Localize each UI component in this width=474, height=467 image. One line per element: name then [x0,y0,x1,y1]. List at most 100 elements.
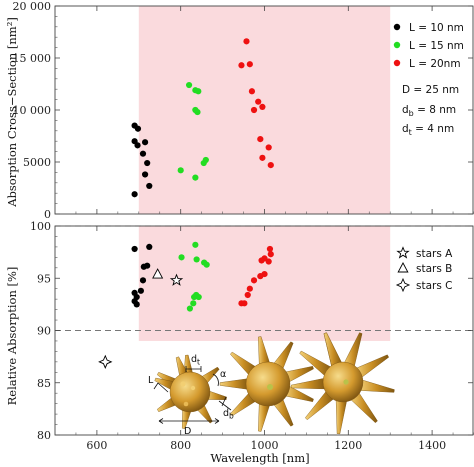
data-point-series-1 [178,254,185,261]
legend-marker-l20 [393,59,401,67]
data-point-series-2 [265,258,272,265]
legend-label-l20: L = 20nm [409,58,461,70]
legend-marker-l15 [393,41,401,49]
y-tick-label: 90 [37,325,51,338]
bottom-panel-relative-absorption: 80 85 90 95 100 600 800 1000 1200 1400 Relative A… [5,220,474,465]
annotation-base-width: db = 8 nm [402,104,456,118]
data-point-series-0 [141,139,149,146]
label-d: D [184,426,191,437]
x-tick-label: 1000 [251,439,279,452]
nanostar-spike [290,377,327,390]
legend-marker-stars-a [396,246,410,259]
data-point-diamond4 [98,354,113,369]
annotation-diameter: D = 25 nm [402,84,459,96]
nanostar-spike [335,398,348,435]
data-point-series-2 [265,144,272,151]
label-dt: dt [191,354,200,367]
bottom-legend: stars A stars B stars C [395,246,453,293]
data-point-series-0 [134,142,141,149]
dimension-dt-marker [185,366,202,372]
nanostar-c-illustration [290,332,395,435]
top-axis-ticks: 0 5000 10 000 15 000 20 000 [13,0,474,221]
label-l: L [148,375,154,386]
data-point-series-2 [259,103,266,110]
data-point-series-1 [200,159,207,167]
x-tick-label: 600 [86,439,107,452]
data-point-series-0 [146,243,153,250]
data-point-series-0 [139,150,147,157]
y-tick-label: 85 [37,377,51,390]
legend-label-stars-c: stars C [416,280,452,292]
data-point-series-0 [134,125,142,132]
data-point-series-2 [243,38,250,45]
legend-marker-l10 [393,23,401,31]
nanostar-illustrations: L D α dt db [148,332,395,437]
nanostar-spike [358,379,395,393]
data-point-series-0 [131,191,138,198]
data-point-series-0 [141,171,149,178]
data-point-series-1 [185,81,193,89]
bottom-axis-ticks: 80 85 90 95 100 600 800 1000 1200 1400 [30,220,474,452]
bottom-highlight-region [138,226,391,341]
data-point-triangle [152,268,164,279]
dimension-db-marker [218,396,232,411]
y-tick-label: 100 [30,220,51,233]
top-legend: L = 10 nm L = 15 nm L = 20nm [393,22,464,70]
legend-label-l15: L = 15 nm [409,40,464,52]
bottom-y-axis-label: Relative Absorption [%] [5,267,19,406]
y-tick-label: 15 000 [13,52,52,65]
top-highlight-region [138,6,391,214]
top-panel-absorption-cross-section: 0 5000 10 000 15 000 20 000 Absorption Cross… [5,0,474,221]
y-tick-label: 10 000 [13,104,52,117]
legend-label-stars-b: stars B [416,263,452,275]
nanostar-spike [219,378,250,390]
dimension-d-arrow [158,418,220,424]
dimension-annotations [153,366,232,424]
data-point-series-1 [195,88,202,95]
bottom-x-axis-label: Wavelength [nm] [210,451,309,465]
legend-marker-stars-c [395,277,411,293]
data-point-series-0 [144,262,151,269]
data-point-series-1 [194,108,201,116]
data-point-series-2 [266,245,274,253]
top-data-points [131,38,274,198]
data-point-series-2 [248,88,256,95]
y-tick-label: 0 [44,208,51,221]
data-point-series-2 [244,291,251,299]
data-point-series-1 [177,167,184,174]
y-tick-label: 5000 [23,156,51,169]
annotation-tip-width: dt = 4 nm [402,123,454,137]
data-point-series-2 [246,61,253,68]
data-point-series-2 [258,257,265,264]
data-point-series-2 [250,106,258,114]
y-tick-label: 95 [37,272,51,285]
data-point-series-0 [146,182,153,190]
data-point-star [169,273,184,286]
data-point-series-2 [257,136,264,143]
data-point-series-0 [131,245,138,253]
data-point-series-1 [195,293,202,301]
x-tick-label: 800 [170,439,191,452]
legend-label-l10: L = 10 nm [409,22,464,34]
data-point-series-2 [250,277,258,284]
data-point-series-2 [255,98,262,105]
top-parameter-annotations: D = 25 nm db = 8 nm dt = 4 nm [402,84,459,137]
data-point-series-0 [133,301,140,308]
legend-label-stars-a: stars A [416,248,453,260]
label-db: db [223,408,234,421]
data-point-series-1 [190,300,197,307]
data-point-series-1 [193,256,200,263]
bottom-data-points [98,241,274,369]
data-point-series-2 [267,251,274,258]
data-point-series-1 [192,241,199,248]
x-tick-label: 1400 [418,439,446,452]
data-point-series-0 [137,287,144,294]
data-point-series-2 [259,154,266,161]
x-tick-label: 1200 [334,439,362,452]
data-point-series-0 [139,277,147,284]
y-tick-label: 80 [37,429,51,442]
data-point-series-2 [241,300,248,307]
dimension-alpha-arc [212,373,219,387]
data-point-series-2 [257,273,264,280]
